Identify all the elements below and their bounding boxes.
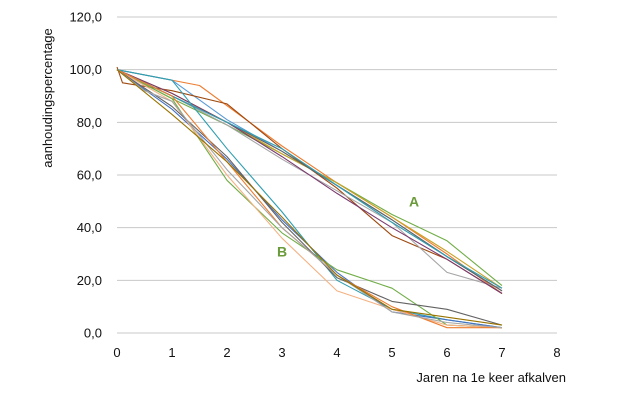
y-tick-labels: 0,0 20,0 40,0 60,0 80,0 100,0 120,0 — [69, 10, 102, 341]
series-line-b-13 — [116, 69, 503, 329]
y-tick-label: 0,0 — [84, 326, 102, 341]
x-tick-label: 0 — [113, 345, 120, 360]
series-lines — [116, 66, 503, 329]
series-line-a-9 — [116, 69, 503, 289]
group-labels: AB — [277, 194, 419, 260]
y-tick-label: 20,0 — [77, 273, 102, 288]
x-tick-label: 3 — [278, 345, 285, 360]
y-tick-label: 60,0 — [77, 168, 102, 183]
x-tick-label: 8 — [553, 345, 560, 360]
x-tick-label: 5 — [388, 345, 395, 360]
series-line-b-10 — [116, 69, 503, 329]
series-line-b-16 — [116, 69, 503, 329]
x-axis-title: Jaren na 1e keer afkalven — [416, 370, 566, 385]
y-tick-label: 120,0 — [69, 10, 102, 25]
series-line-a-3 — [116, 66, 503, 294]
group-label-a: A — [409, 194, 419, 210]
series-line-b-17 — [116, 69, 503, 326]
group-label-b: B — [277, 244, 287, 260]
y-axis-title: aanhoudingspercentage — [40, 28, 55, 168]
x-tick-label: 7 — [498, 345, 505, 360]
y-tick-label: 80,0 — [77, 115, 102, 130]
y-tick-label: 100,0 — [69, 62, 102, 77]
x-tick-labels: 0 1 2 3 4 5 6 7 8 — [113, 345, 560, 360]
x-tick-label: 2 — [223, 345, 230, 360]
gridlines — [117, 16, 557, 334]
series-line-a-8 — [116, 69, 503, 294]
x-tick-label: 4 — [333, 345, 340, 360]
x-tick-label: 6 — [443, 345, 450, 360]
x-tick-label: 1 — [168, 345, 175, 360]
y-tick-label: 40,0 — [77, 220, 102, 235]
series-line-b-14 — [116, 69, 503, 326]
